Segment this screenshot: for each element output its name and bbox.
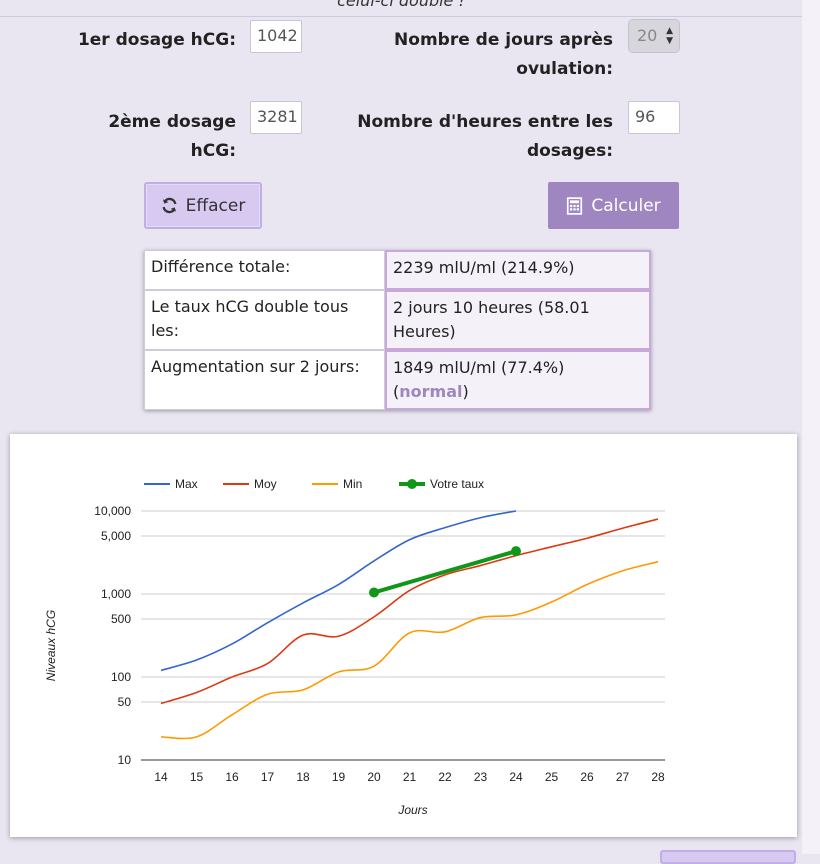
clear-button-label: Effacer [185,195,246,216]
x-tick-label: 24 [509,770,523,784]
hours-label-line2: dosages: [526,141,613,161]
next-button[interactable] [660,850,796,864]
result-value: 2239 mlU/ml (214.9%) [385,250,651,290]
y-tick-label: 100 [111,670,131,684]
y-axis-title: Niveaux hCG [44,610,58,681]
days-value: 20 [637,26,658,45]
x-tick-label: 26 [580,770,594,784]
clear-button[interactable]: Effacer [144,182,262,229]
x-tick-label: 14 [154,770,168,784]
series-line-votre-taux [373,549,517,595]
result-row: Le taux hCG double tous les: 2 jours 10 … [144,290,651,350]
result-row: Différence totale: 2239 mlU/ml (214.9%) [144,250,651,290]
hcg-chart-svg: 10 50 100 500 1,000 5,000 10,000 14 15 16 17 18 19 20… [44,477,665,817]
x-tick-label: 25 [545,770,559,784]
days-stepper[interactable]: 20 ▲ ▼ [628,19,680,53]
y-tick-label: 50 [118,695,132,709]
result-value-prefix: 1849 mlU/ml (77.4%) ( [393,358,565,401]
result-label: Augmentation sur 2 jours: [144,350,385,410]
legend-label: Max [175,477,198,491]
y-tick-label: 500 [111,612,131,626]
x-tick-label: 27 [616,770,630,784]
result-label: Différence totale: [144,250,385,290]
x-tick-label: 18 [296,770,310,784]
data-point [511,546,521,557]
instructions-tail-text: celui-ci double ! [337,0,465,10]
results-table: Différence totale: 2239 mlU/ml (214.9%) … [144,250,651,410]
stepper-arrows-icon[interactable]: ▲ ▼ [666,26,673,46]
result-label: Le taux hCG double tous les: [144,290,385,350]
legend-label: Votre taux [430,477,484,491]
y-tick-label: 1,000 [101,587,131,601]
x-tick-label: 22 [438,770,452,784]
calculate-button-label: Calculer [591,195,661,216]
x-axis-title: Jours [397,803,427,817]
dose2-label-line2: hCG: [190,141,236,161]
x-tick-label: 16 [225,770,239,784]
y-tick-label: 10,000 [94,504,131,518]
calculate-button[interactable]: Calculer [548,182,679,229]
x-tick-label: 20 [367,770,381,784]
hcg-chart: 10 50 100 500 1,000 5,000 10,000 14 15 16 17 18 19 20… [10,434,797,837]
dose2-label: 2ème dosage hCG: [60,108,236,166]
result-value: 1849 mlU/ml (77.4%) (normal) [385,350,651,410]
legend-swatch-dot [407,479,417,489]
refresh-icon [162,197,177,214]
result-row: Augmentation sur 2 jours: 1849 mlU/ml (7… [144,350,651,410]
days-label-line1: Nombre de jours après [394,30,613,50]
x-tick-label: 17 [261,770,275,784]
hours-label: Nombre d'heures entre les dosages: [330,108,613,166]
hours-input[interactable]: 96 [628,101,680,134]
legend-label: Moy [254,477,277,491]
x-tick-label: 19 [332,770,346,784]
y-tick-label: 5,000 [101,529,131,543]
dose2-label-line1: 2ème dosage [108,112,236,132]
x-tick-label: 21 [403,770,417,784]
series-line-max [160,510,517,672]
series-line-moy [160,518,659,705]
days-label: Nombre de jours après ovulation: [330,26,613,84]
dose1-input[interactable]: 1042 [250,20,302,53]
calculator-icon [567,196,583,215]
result-value: 2 jours 10 heures (58.01 Heures) [385,290,651,350]
y-tick-label: 10 [118,753,132,767]
page-edge [802,0,820,854]
series-line-min [160,560,659,740]
hours-label-line1: Nombre d'heures entre les [357,112,613,132]
x-tick-label: 28 [651,770,665,784]
dose2-input[interactable]: 3281 [250,101,302,134]
dose1-label: 1er dosage hCG: [77,30,236,50]
data-point [369,587,379,598]
instructions-tail: celui-ci double ! [0,0,802,17]
legend-label: Min [343,477,362,491]
status-badge: normal [399,382,463,401]
x-tick-label: 15 [190,770,204,784]
days-label-line2: ovulation: [516,59,613,79]
result-value-suffix: ) [462,382,469,401]
x-tick-label: 23 [474,770,488,784]
